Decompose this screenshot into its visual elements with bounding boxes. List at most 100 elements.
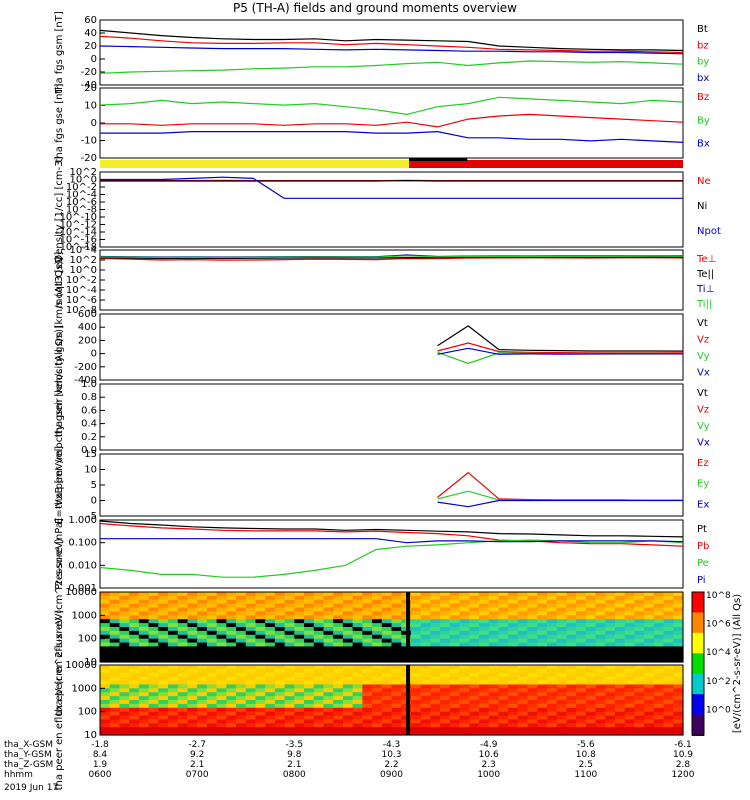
heatmap-cell bbox=[274, 630, 286, 636]
heatmap-cell bbox=[634, 654, 645, 659]
heatmap-cell bbox=[197, 723, 208, 728]
heatmap-cell bbox=[517, 630, 529, 636]
heatmap-cell bbox=[138, 650, 150, 655]
heatmap-cell bbox=[498, 658, 509, 663]
heatmap-cell bbox=[158, 623, 169, 628]
heatmap-cell bbox=[381, 619, 393, 624]
heatmap-cell bbox=[255, 599, 266, 605]
heatmap-cell bbox=[255, 668, 266, 674]
heatmap-cell bbox=[206, 668, 218, 674]
heatmap-cell bbox=[216, 688, 227, 693]
heatmap-cell bbox=[158, 727, 169, 732]
heatmap-cell bbox=[420, 731, 431, 736]
axis-row-value: 2.3 bbox=[482, 760, 496, 770]
y-tick-label: 10^4 bbox=[70, 245, 97, 256]
heatmap-cell bbox=[109, 680, 121, 686]
heatmap-cell bbox=[410, 665, 422, 670]
heatmap-cell bbox=[226, 719, 237, 724]
heatmap-cell bbox=[663, 654, 674, 659]
heatmap-cell bbox=[352, 700, 363, 705]
heatmap-cell bbox=[469, 642, 480, 648]
heatmap-cell bbox=[537, 715, 548, 721]
heatmap-cell bbox=[614, 627, 626, 632]
heatmap-cell bbox=[158, 723, 169, 728]
heatmap-cell bbox=[109, 707, 121, 713]
heatmap-cell bbox=[274, 672, 286, 678]
heatmap-cell bbox=[216, 634, 227, 640]
y-tick-label: 0.001 bbox=[68, 583, 97, 594]
axis-row-value: 8.4 bbox=[93, 750, 108, 760]
heatmap-cell bbox=[119, 680, 130, 686]
heatmap-cell bbox=[644, 703, 655, 709]
heatmap-cell bbox=[236, 692, 247, 697]
heatmap-cell bbox=[566, 707, 577, 713]
heatmap-cell bbox=[546, 599, 558, 605]
heatmap-cell bbox=[546, 711, 558, 717]
y-axis-label: tha fgs gse [nT] bbox=[54, 83, 65, 162]
heatmap-cell bbox=[469, 627, 480, 632]
heatmap-cell bbox=[274, 703, 286, 709]
heatmap-cell bbox=[100, 688, 111, 693]
heatmap-cell bbox=[372, 592, 383, 597]
heatmap-cell bbox=[187, 668, 198, 674]
heatmap-cell bbox=[216, 658, 227, 663]
heatmap-cell bbox=[605, 634, 616, 640]
heatmap-cell bbox=[245, 692, 257, 697]
heatmap-cell bbox=[216, 607, 227, 613]
heatmap-cell bbox=[478, 719, 490, 724]
heatmap-cell bbox=[624, 711, 636, 717]
heatmap-cell bbox=[372, 650, 383, 655]
heatmap-cell bbox=[391, 684, 402, 689]
heatmap-cell bbox=[236, 654, 247, 659]
heatmap-cell bbox=[634, 668, 645, 674]
heatmap-cell bbox=[313, 688, 325, 693]
heatmap-cell bbox=[274, 723, 286, 728]
heatmap-cell bbox=[313, 623, 325, 628]
heatmap-cell bbox=[100, 592, 111, 597]
heatmap-cell bbox=[624, 607, 636, 613]
heatmap-cell bbox=[352, 668, 363, 674]
heatmap-cell bbox=[129, 665, 140, 670]
heatmap-cell bbox=[673, 615, 684, 620]
heatmap-cell bbox=[673, 692, 684, 697]
heatmap-cell bbox=[333, 650, 344, 655]
heatmap-cell bbox=[673, 703, 684, 709]
heatmap-cell bbox=[517, 684, 529, 689]
heatmap-cell bbox=[537, 700, 548, 705]
heatmap-cell bbox=[304, 630, 315, 636]
heatmap-cell bbox=[498, 731, 509, 736]
heatmap-cell bbox=[177, 731, 189, 736]
heatmap-cell bbox=[595, 650, 606, 655]
heatmap-cell bbox=[342, 727, 354, 732]
y-tick-label: -10 bbox=[81, 136, 97, 147]
heatmap-cell bbox=[138, 688, 150, 693]
heatmap-cell bbox=[129, 668, 140, 674]
heatmap-cell bbox=[546, 630, 558, 636]
heatmap-cell bbox=[265, 680, 276, 686]
heatmap-cell bbox=[197, 630, 208, 636]
heatmap-cell bbox=[634, 696, 645, 701]
heatmap-cell bbox=[323, 611, 334, 616]
heatmap-cell bbox=[187, 611, 198, 616]
heatmap-cell bbox=[469, 619, 480, 624]
heatmap-cell bbox=[236, 592, 247, 597]
heatmap-cell bbox=[197, 638, 208, 644]
heatmap-cell bbox=[372, 680, 383, 686]
heatmap-cell bbox=[274, 595, 286, 601]
heatmap-cell bbox=[420, 654, 431, 659]
heatmap-cell bbox=[265, 715, 276, 721]
axis-row-value: 2.2 bbox=[384, 760, 398, 770]
heatmap-cell bbox=[294, 665, 305, 670]
heatmap-cell bbox=[265, 627, 276, 632]
heatmap-cell bbox=[216, 711, 227, 717]
heatmap-cell bbox=[119, 603, 130, 609]
y-axis-label: tha peer en eflux eV (cm^2-s-sr-eV) bbox=[54, 610, 65, 791]
heatmap-cell bbox=[294, 619, 305, 624]
heatmap-cell bbox=[430, 700, 441, 705]
heatmap-cell bbox=[673, 592, 684, 597]
heatmap-cell bbox=[109, 668, 121, 674]
heatmap-cell bbox=[498, 595, 509, 601]
heatmap-cell bbox=[469, 688, 480, 693]
heatmap-cell bbox=[498, 680, 509, 686]
heatmap-cell bbox=[352, 665, 363, 670]
